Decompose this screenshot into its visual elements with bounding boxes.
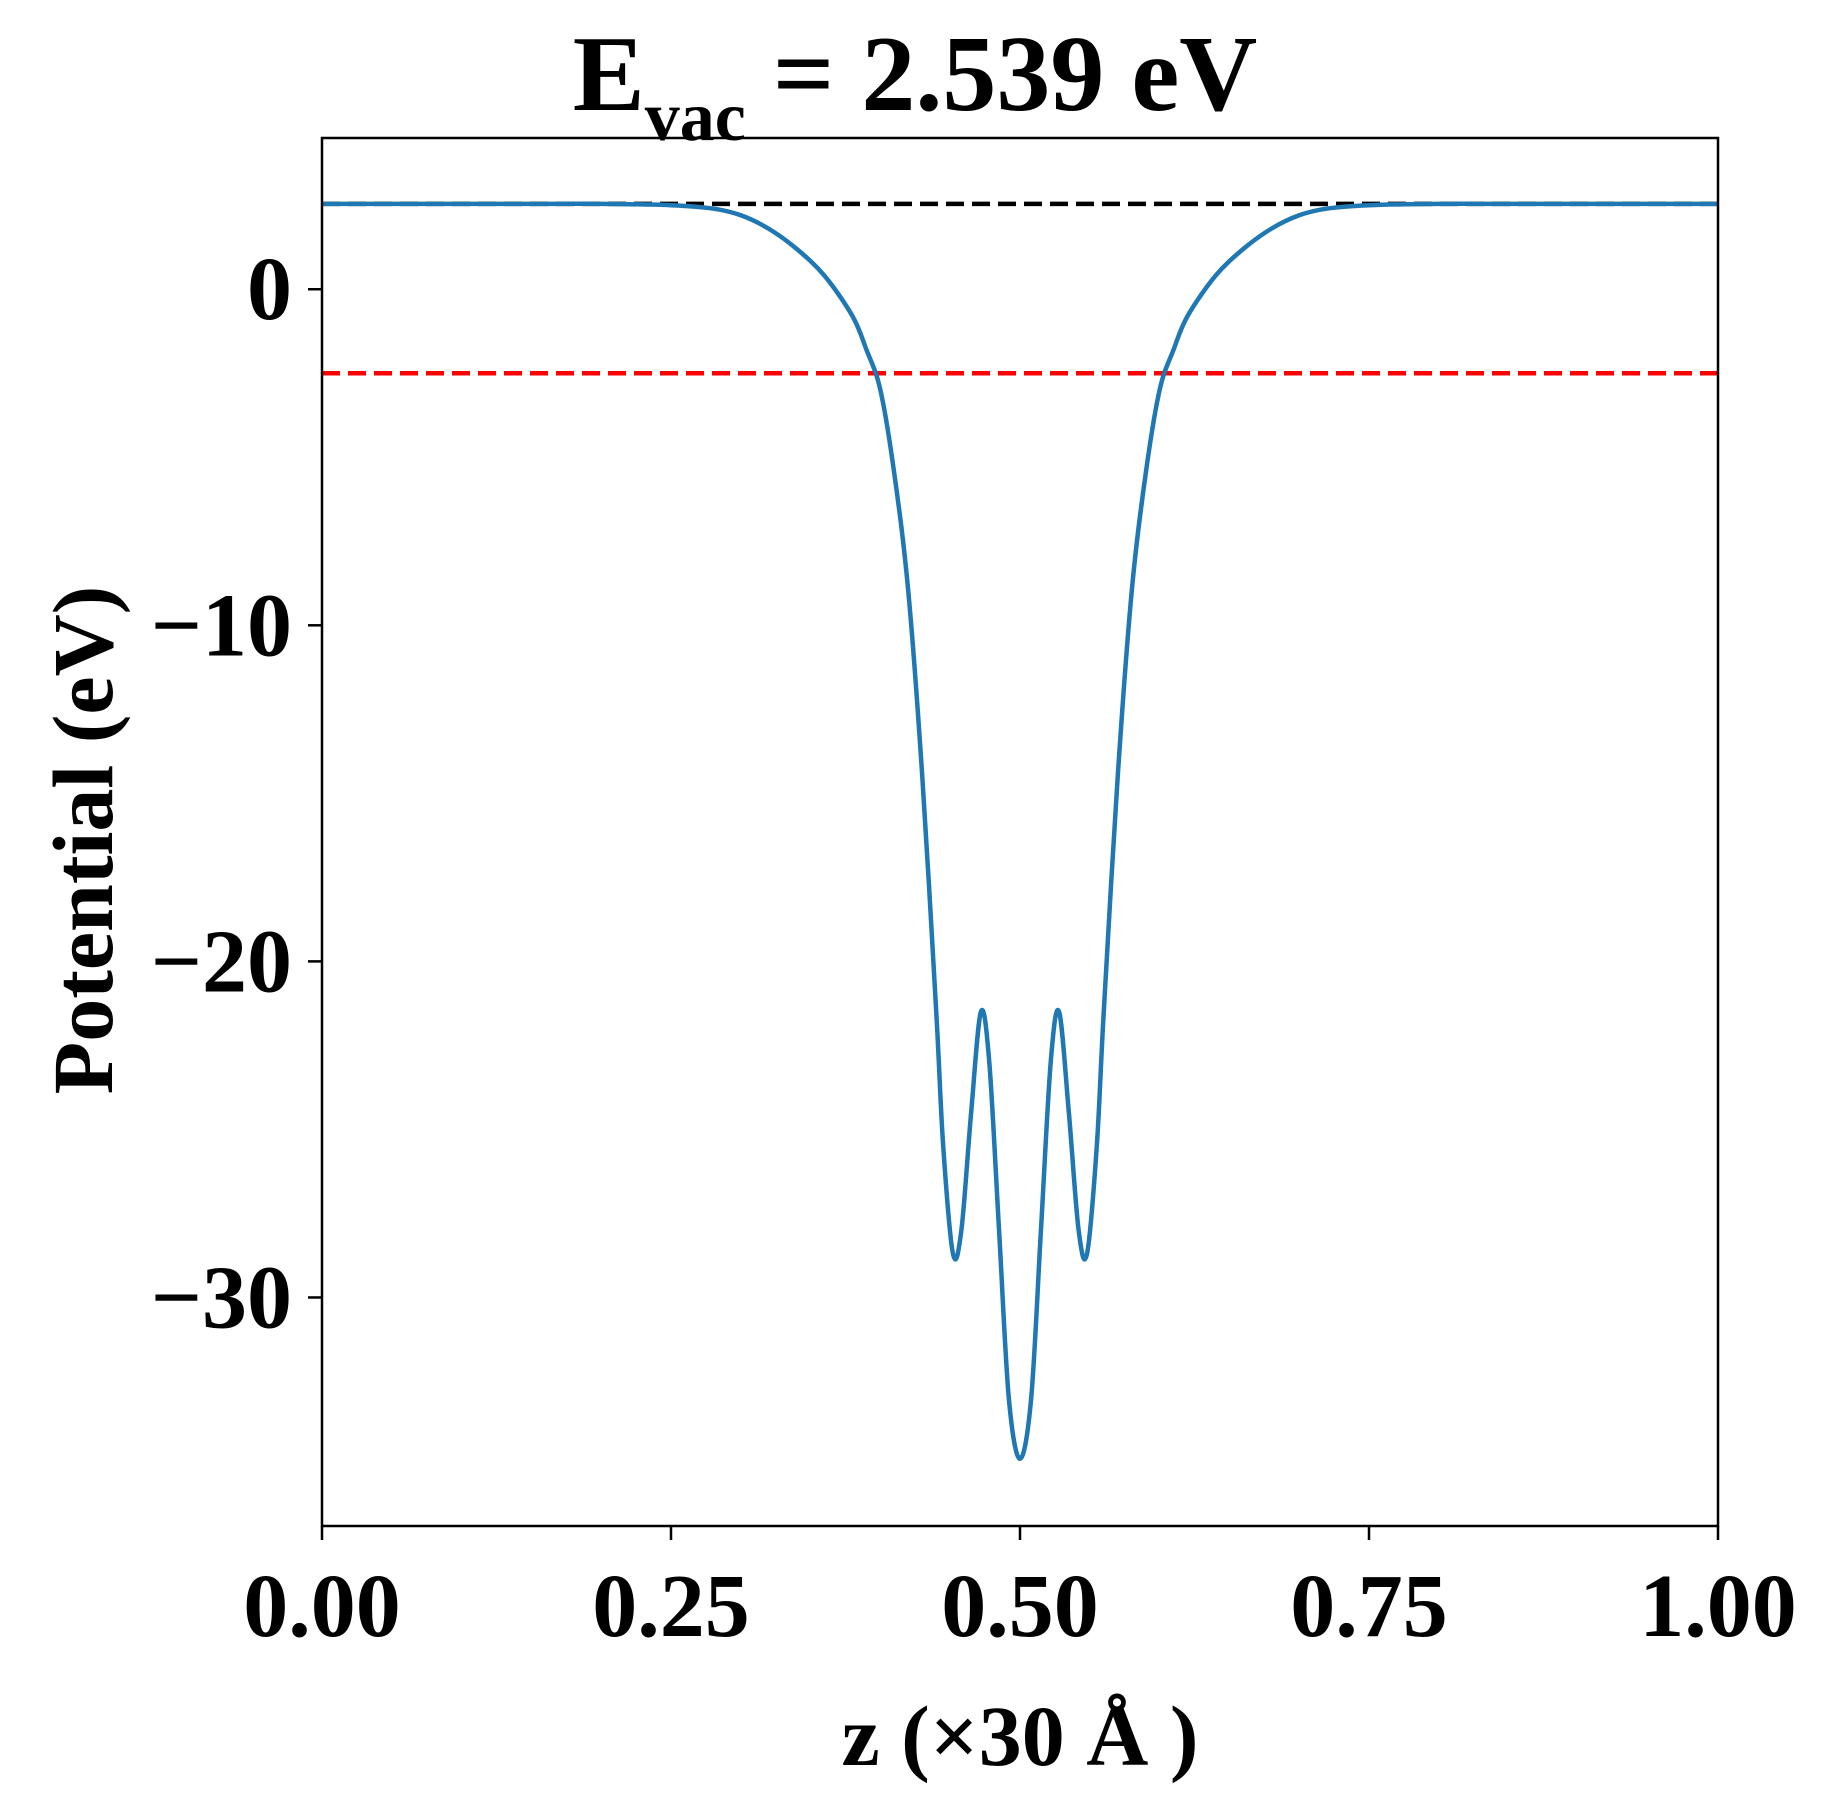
x-tick-label: 0.50 xyxy=(941,1557,1099,1656)
chart-title-main: E xyxy=(573,15,645,134)
y-tick-label: −30 xyxy=(151,1248,292,1347)
y-tick-label: −10 xyxy=(151,576,292,675)
y-axis-label: Potential (eV) xyxy=(35,586,131,1095)
plot-frame xyxy=(320,136,1720,1528)
x-axis-label: z (×30 Å ) xyxy=(841,1688,1198,1784)
y-axis-ticks: 0 −10 −20 −30 xyxy=(151,240,322,1347)
chart-title: Evac = 2.539 eV xyxy=(573,15,1258,156)
chart-title-subscript: vac xyxy=(645,79,746,156)
x-tick-label: 0.25 xyxy=(592,1557,750,1656)
y-tick-label: 0 xyxy=(247,240,292,339)
x-tick-label: 1.00 xyxy=(1639,1557,1797,1656)
potential-series-line xyxy=(321,201,1718,1462)
x-axis-ticks: 0.00 0.25 0.50 0.75 1.00 xyxy=(243,1526,1797,1656)
series-layer xyxy=(321,201,1718,1462)
reference-lines xyxy=(322,201,1718,376)
svg-text:Evac = 2.539 eV: Evac = 2.539 eV xyxy=(573,15,1258,156)
chart-title-rest: = 2.539 eV xyxy=(746,15,1257,134)
x-tick-label: 0.00 xyxy=(243,1557,401,1656)
x-tick-label: 0.75 xyxy=(1290,1557,1448,1656)
y-tick-label: −20 xyxy=(151,912,292,1011)
